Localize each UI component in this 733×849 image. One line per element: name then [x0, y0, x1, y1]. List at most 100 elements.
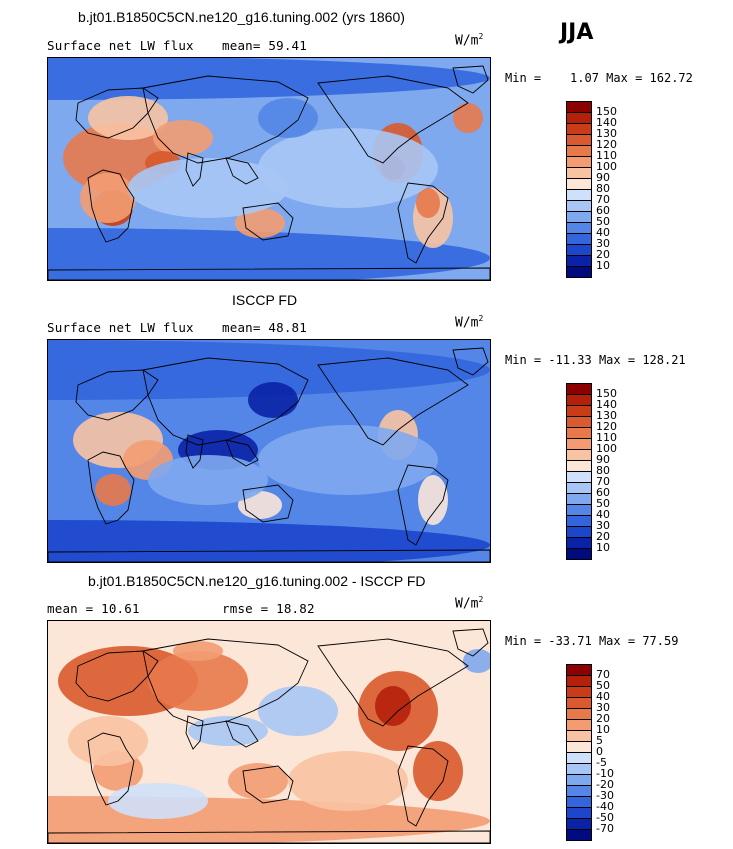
- panel1-coastline-namerica: [317, 75, 469, 164]
- panel1-colorbar-label: 70: [596, 193, 610, 206]
- panel2-map: [47, 339, 491, 563]
- panel1-colorbar-label: 90: [596, 171, 610, 184]
- panel2-coastline-namerica: [317, 357, 469, 446]
- panel3-colorbar-label: -50: [596, 811, 614, 824]
- panel2-colorbar-label: 110: [596, 431, 617, 444]
- panel2-mean-label: mean=: [222, 320, 261, 335]
- panel3-coastline-africa: [87, 732, 135, 806]
- panel1-coastline-greenland: [452, 65, 489, 94]
- panel2-mean-value: 48.81: [268, 320, 308, 335]
- panel3-colorbar-label: 40: [596, 690, 610, 703]
- panel3-field-contour: [288, 751, 408, 811]
- panel2-colorbar-label: 130: [596, 409, 617, 422]
- panel2-colorbar-label: 140: [596, 398, 617, 411]
- panel1-coastline-antarct: [48, 267, 490, 280]
- panel1-colorbar-label: 140: [596, 116, 617, 129]
- panel2-colorbar-label: 80: [596, 464, 610, 477]
- panel2-field-contour: [418, 475, 448, 525]
- panel3-coastline-antarct: [48, 830, 490, 843]
- panel2-colorbar-label: 150: [596, 387, 617, 400]
- panel2-title: ISCCP FD: [232, 292, 298, 308]
- panel3-title: b.jt01.B1850C5CN.ne120_g16.tuning.002 - …: [88, 573, 426, 589]
- panel1-coastline-samerica: [397, 182, 449, 264]
- panel1-units: W/m2: [455, 32, 484, 49]
- panel2-mean: mean= 48.81: [222, 320, 307, 335]
- panel1-colorbar-label: 60: [596, 204, 610, 217]
- panel2-coastline-asia: [142, 357, 309, 446]
- panel1-field-contour: [153, 120, 213, 156]
- panel2-field-contour: [148, 455, 268, 505]
- panel3-minmax: Min = -33.71 Max = 77.59: [505, 634, 679, 648]
- panel3-field-contour: [68, 716, 148, 766]
- panel3-field-contour: [228, 763, 288, 799]
- panel1-coastline-africa: [87, 169, 135, 243]
- panel3-max-value: 77.59: [642, 634, 679, 648]
- panel1-field-contour: [416, 188, 440, 218]
- panel2-colorbar-box: [566, 548, 592, 560]
- panel1-colorbar-label: 100: [596, 160, 617, 173]
- panel2-coastline-seasia: [225, 439, 259, 467]
- panel3-colorbar-label: -30: [596, 789, 614, 802]
- panel3-colorbar-label: 70: [596, 668, 610, 681]
- panel1-field-contour: [235, 208, 285, 238]
- panel2-units: W/m2: [455, 314, 484, 331]
- panel3-map-svg: [48, 621, 490, 843]
- panel1-coastline-australia: [242, 202, 294, 241]
- panel3-colorbar-label: -70: [596, 822, 614, 835]
- panel3-colorbar-label: 10: [596, 723, 610, 736]
- panel2-colorbar-label: 40: [596, 508, 610, 521]
- panel1-variable: Surface net LW flux: [47, 38, 194, 53]
- panel3-coastline-australia: [242, 765, 294, 804]
- panel1-min-value: 1.07: [570, 71, 599, 85]
- panel3-field-contour: [108, 783, 208, 819]
- panel1-field-contour: [80, 173, 136, 223]
- panel1-title: b.jt01.B1850C5CN.ne120_g16.tuning.002 (y…: [78, 9, 405, 25]
- panel3-map: [47, 620, 491, 844]
- panel3-field-contour: [463, 649, 490, 673]
- panel1-colorbar-label: 150: [596, 105, 617, 118]
- panel1-coastline-europe: [75, 87, 159, 139]
- panel3-colorbar-box: [566, 829, 592, 841]
- panel3-field-contour: [148, 651, 248, 711]
- panel3-mean: mean = 10.61: [47, 601, 140, 616]
- panel2-colorbar-label: 90: [596, 453, 610, 466]
- panel1-colorbar-label: 110: [596, 149, 617, 162]
- panel1-coastline-seasia: [225, 157, 259, 185]
- panel1-field-contour: [128, 158, 288, 218]
- panel3-coastline-asia: [142, 638, 309, 727]
- panel1-colorbar-label: 80: [596, 182, 610, 195]
- panel2-coastline-australia: [242, 484, 294, 523]
- panel2-coastline-europe: [75, 369, 159, 421]
- panel1-colorbar-label: 30: [596, 237, 610, 250]
- panel3-units: W/m2: [455, 595, 484, 612]
- panel1-field-contour: [88, 96, 168, 140]
- panel2-colorbar-label: 50: [596, 497, 610, 510]
- panel3-min-value: -33.71: [548, 634, 592, 648]
- panel3-colorbar-label: 30: [596, 701, 610, 714]
- panel1-colorbar-box: [566, 266, 592, 278]
- panel3-colorbar-label: 0: [596, 745, 603, 758]
- panel2-max-value: 128.21: [642, 353, 686, 367]
- panel3-coastline-samerica: [397, 745, 449, 827]
- panel3-colorbar: 70 50 40 30 20 10 5 0 -5 -10 -20 -30 -40 -50 -70: [566, 664, 646, 841]
- panel1-field-contour: [48, 58, 490, 100]
- panel3-colorbar-label: -20: [596, 778, 614, 791]
- panel1-coastline-asia: [142, 75, 309, 164]
- panel1-colorbar-label: 120: [596, 138, 617, 151]
- panel2-variable: Surface net LW flux: [47, 320, 194, 335]
- panel2-minmax: Min = -11.33 Max = 128.21: [505, 353, 686, 367]
- panel3-field-contour: [188, 716, 268, 746]
- panel1-field-contour: [48, 228, 490, 280]
- panel2-colorbar-label: 100: [596, 442, 617, 455]
- panel3-coastline-europe: [75, 650, 159, 702]
- panel1-colorbar-label: 10: [596, 259, 610, 272]
- panel1-colorbar-label: 130: [596, 127, 617, 140]
- panel2-colorbar-label: 10: [596, 541, 610, 554]
- panel2-colorbar-label: 70: [596, 475, 610, 488]
- panel3-colorbar-label: -5: [596, 756, 607, 769]
- panel2-coastline-africa: [87, 451, 135, 525]
- panel3-coastline-greenland: [452, 628, 489, 657]
- panel1-field-contour: [453, 103, 483, 133]
- panel2-colorbar-label: 20: [596, 530, 610, 543]
- panel3-colorbar-label: 20: [596, 712, 610, 725]
